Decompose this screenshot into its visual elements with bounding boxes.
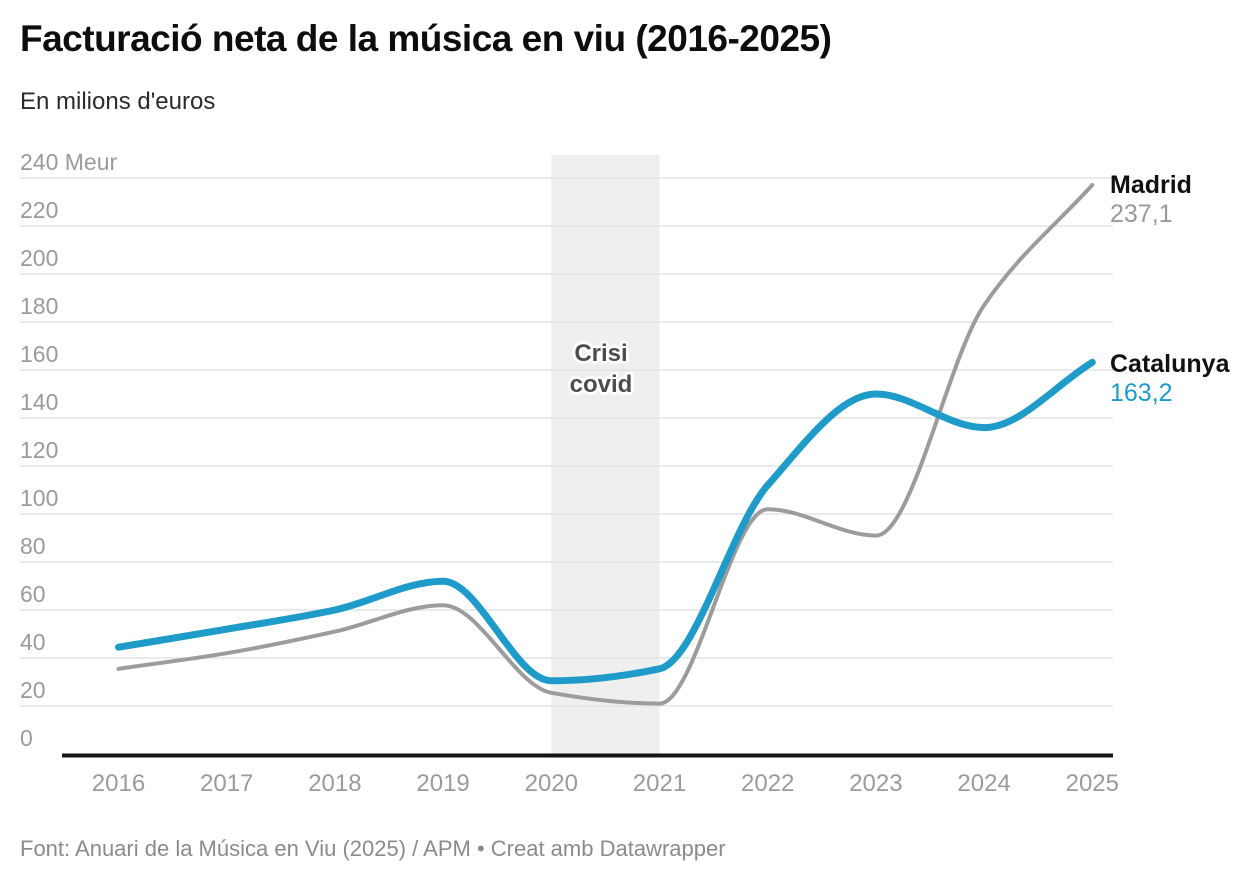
line-catalunya[interactable]: [115, 358, 1096, 685]
chart-subtitle: En milions d'euros: [20, 88, 216, 115]
x-tick-label: 2022: [741, 770, 794, 797]
y-tick-label: 180: [20, 293, 58, 319]
y-tick-label: 40: [20, 629, 46, 655]
y-tick-label: 0: [20, 725, 33, 751]
y-tick-label: 220: [20, 197, 58, 223]
y-tick-label: 200: [20, 245, 58, 271]
x-tick-label: 2019: [416, 770, 469, 797]
covid-band: [551, 155, 660, 756]
line-madrid[interactable]: [116, 182, 1095, 706]
series-label-madrid: Madrid 237,1: [1110, 171, 1192, 229]
x-tick-label: 2018: [308, 770, 361, 797]
y-tick-label: 80: [20, 533, 46, 559]
series-label-catalunya: Catalunya 163,2: [1110, 350, 1229, 408]
y-tick-label: 20: [20, 677, 46, 703]
x-tick-label: 2017: [200, 770, 253, 797]
y-tick-label: 240 Meur: [20, 149, 118, 175]
annotation-covid-line2: covid: [569, 371, 633, 398]
x-tick-label: 2024: [957, 770, 1010, 797]
series-value-catalunya: 163,2: [1110, 379, 1173, 407]
y-tick-label: 100: [20, 485, 58, 511]
y-tick-label: 60: [20, 581, 46, 607]
annotation-covid-line1: Crisi: [574, 340, 628, 367]
x-tick-label: 2025: [1066, 770, 1119, 797]
series-name-madrid: Madrid: [1110, 171, 1192, 199]
y-tick-label: 160: [20, 341, 58, 367]
series-value-madrid: 237,1: [1110, 200, 1173, 228]
x-tick-label: 2021: [633, 770, 686, 797]
source-note: Font: Anuari de la Música en Viu (2025) …: [20, 836, 726, 861]
y-tick-label: 120: [20, 437, 58, 463]
y-tick-label: 140: [20, 389, 58, 415]
chart-title: Facturació neta de la música en viu (201…: [20, 18, 832, 59]
x-tick-label: 2023: [849, 770, 902, 797]
series-name-catalunya: Catalunya: [1110, 350, 1230, 378]
x-tick-label: 2016: [92, 770, 145, 797]
x-tick-label: 2020: [525, 770, 578, 797]
annotation-covid-label: Crisi covid: [570, 338, 633, 400]
